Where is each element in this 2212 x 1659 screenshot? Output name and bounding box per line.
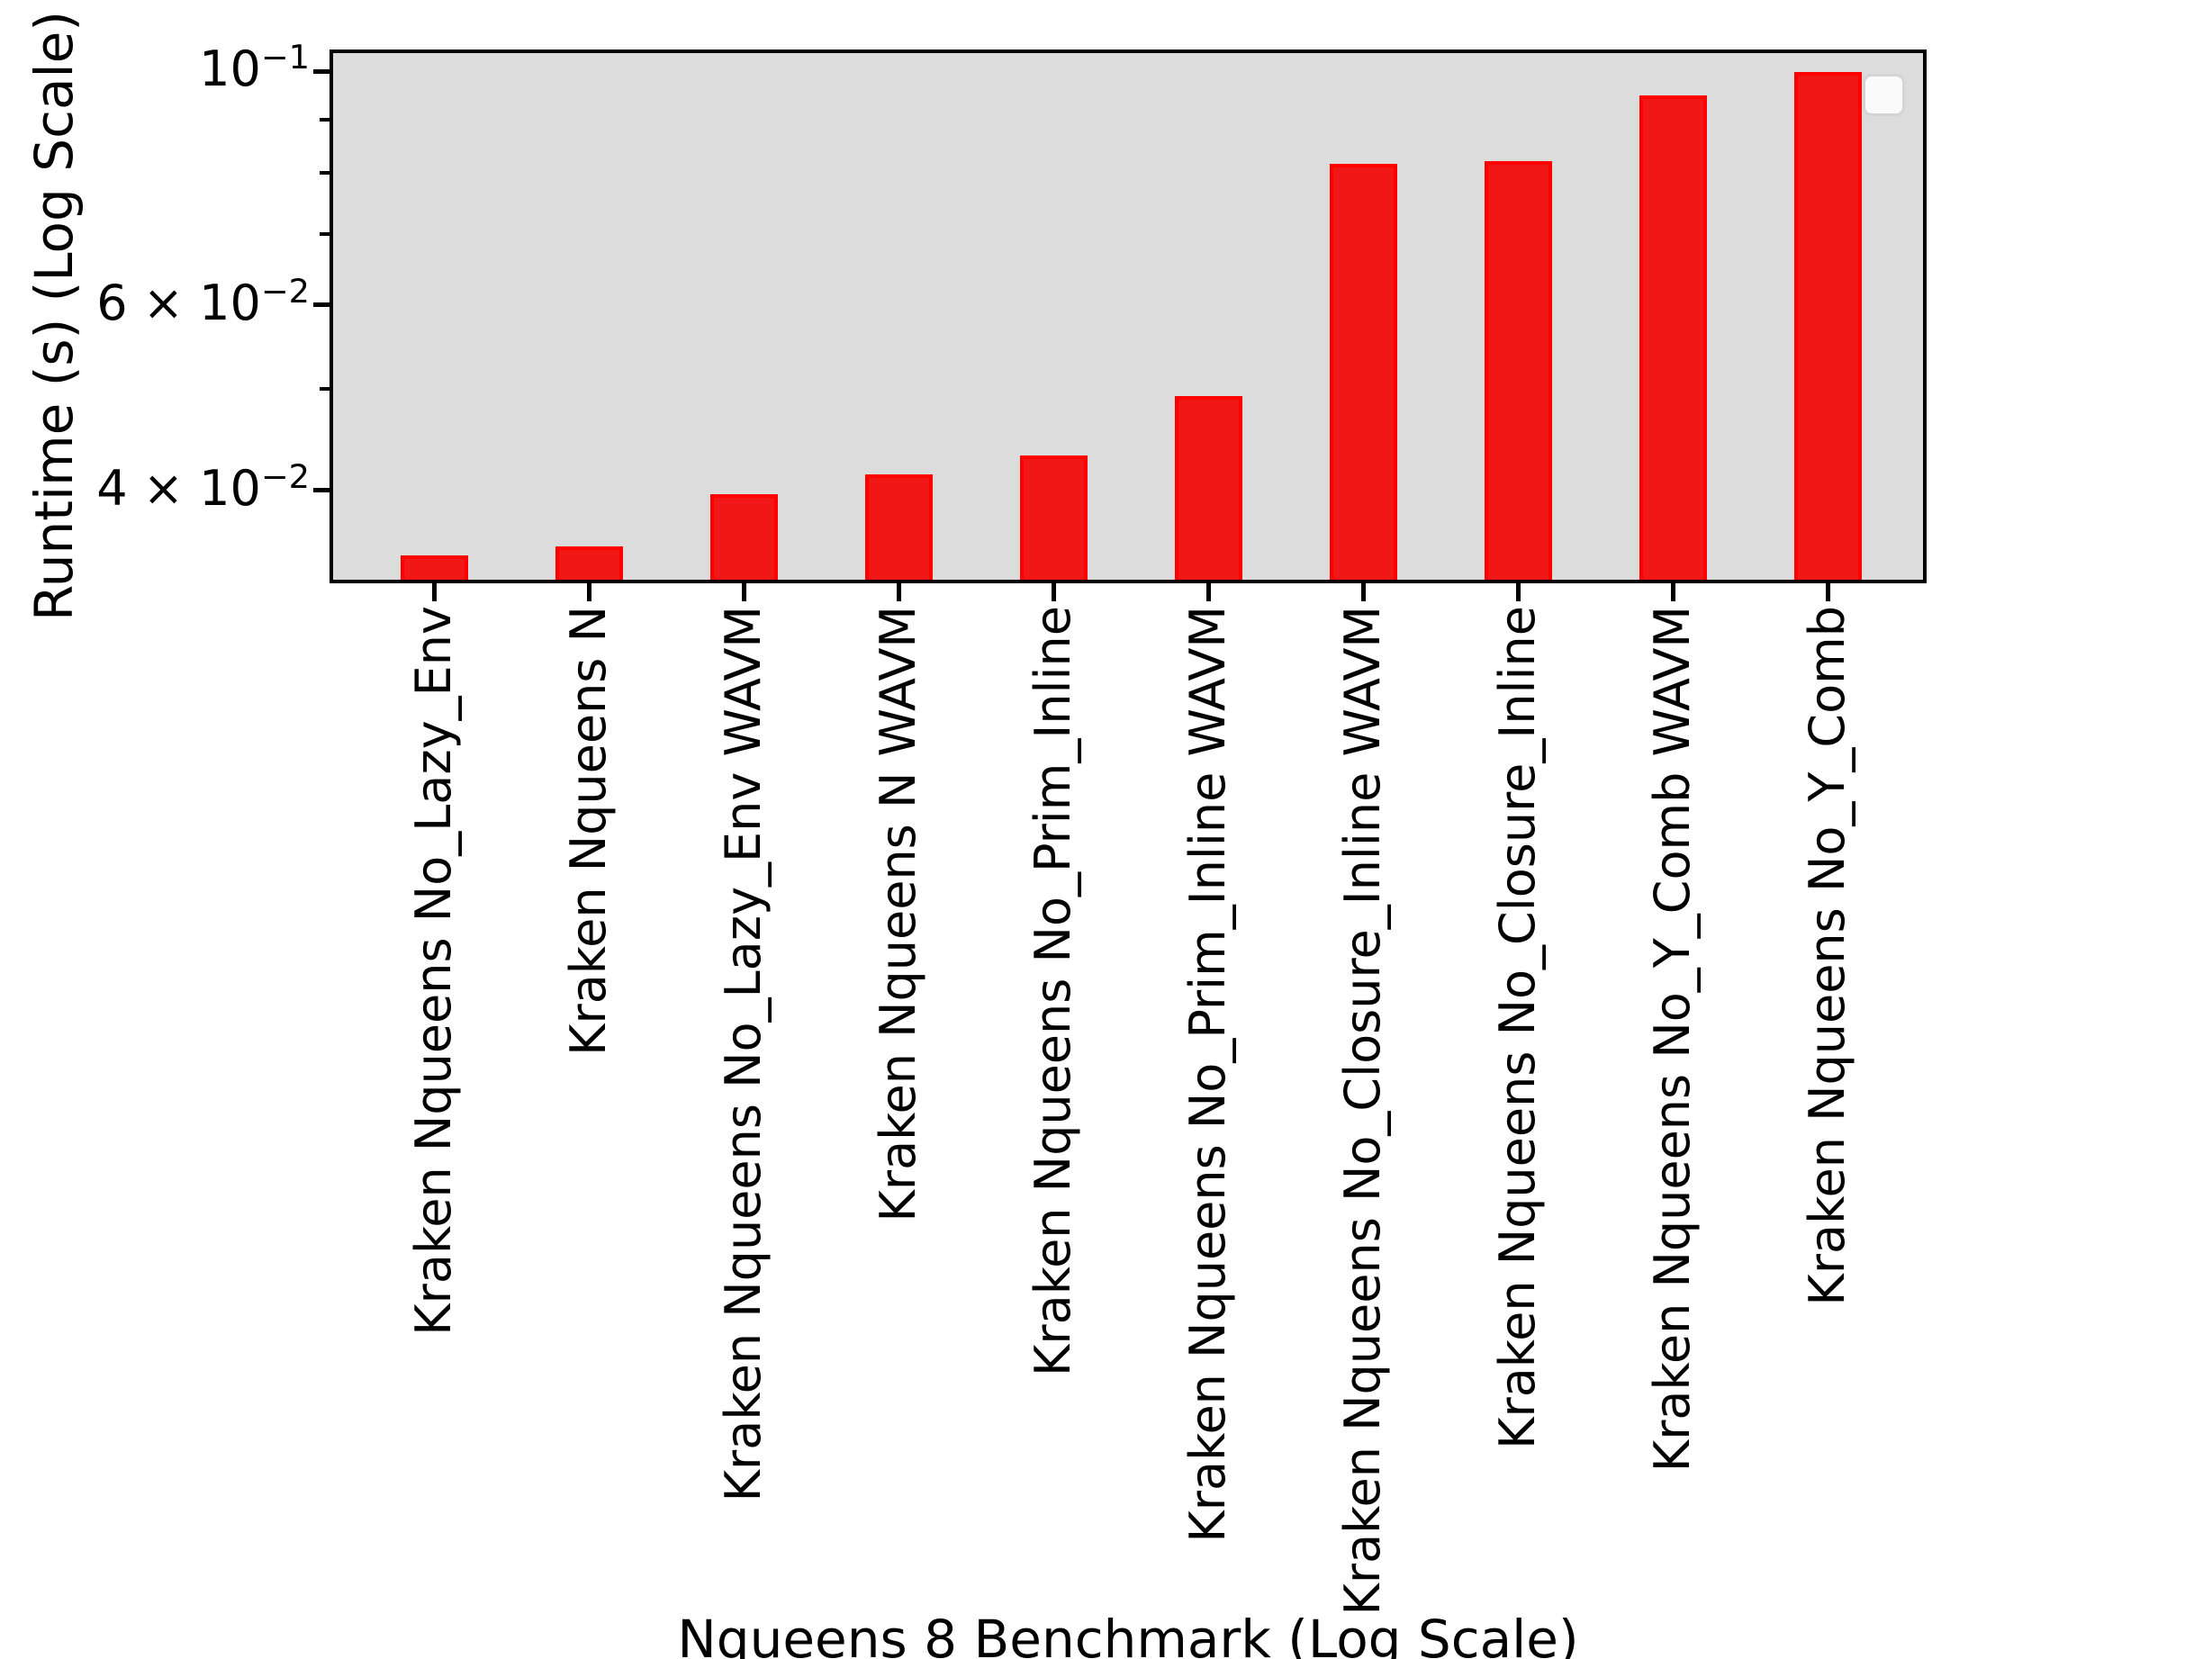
y-tick-mark-minor xyxy=(320,171,331,175)
x-tick-mark xyxy=(432,583,437,601)
y-tick-mark-minor xyxy=(320,118,331,122)
x-tick-label-kraken-nqueens-no-y-comb: Kraken Nqueens No_Y_Comb xyxy=(1799,606,1855,1306)
y-tick-label: 6 × 10−2 xyxy=(96,272,310,331)
x-tick-label-kraken-nqueens-no-lazy-env-wavm: Kraken Nqueens No_Lazy_Env WAVM xyxy=(715,606,772,1502)
y-tick-mark-major xyxy=(313,302,331,307)
x-tick-mark xyxy=(1361,583,1366,601)
x-tick-label-kraken-nqueens-no-closure-inline-wavm: Kraken Nqueens No_Closure_Inline WAVM xyxy=(1334,606,1391,1616)
x-tick-label-kraken-nqueens-no-lazy-env: Kraken Nqueens No_Lazy_Env xyxy=(405,606,462,1336)
y-tick-mark-major xyxy=(313,488,331,492)
x-tick-mark xyxy=(587,583,591,601)
bar-kraken-nqueens-n xyxy=(555,546,623,580)
bar-kraken-nqueens-no-lazy-env xyxy=(401,555,468,580)
bar-kraken-nqueens-n-wavm xyxy=(865,474,933,580)
legend-box[interactable] xyxy=(1863,74,1905,116)
y-tick-label: 4 × 10−2 xyxy=(96,457,310,517)
x-tick-mark xyxy=(742,583,746,601)
plot-area xyxy=(330,50,1927,583)
bar-kraken-nqueens-no-closure-inline xyxy=(1485,161,1552,580)
bar-kraken-nqueens-no-closure-inline-wavm xyxy=(1330,164,1397,580)
x-tick-mark xyxy=(1516,583,1521,601)
bar-kraken-nqueens-no-prim-inline-wavm xyxy=(1175,396,1242,580)
x-tick-label-kraken-nqueens-no-y-comb-wavm: Kraken Nqueens No_Y_Comb WAVM xyxy=(1644,606,1701,1473)
x-tick-label-kraken-nqueens-n-wavm: Kraken Nqueens N WAVM xyxy=(870,606,926,1222)
y-tick-mark-major xyxy=(313,69,331,74)
x-tick-label-kraken-nqueens-no-prim-inline: Kraken Nqueens No_Prim_Inline xyxy=(1025,606,1081,1376)
bar-kraken-nqueens-no-y-comb-wavm xyxy=(1639,95,1707,580)
x-tick-label-kraken-nqueens-no-closure-inline: Kraken Nqueens No_Closure_Inline xyxy=(1489,606,1546,1449)
x-tick-label-kraken-nqueens-n: Kraken Nqueens N xyxy=(560,606,617,1056)
bar-kraken-nqueens-no-lazy-env-wavm xyxy=(710,494,778,580)
x-tick-mark xyxy=(1052,583,1056,601)
y-tick-label: 10−1 xyxy=(199,38,310,97)
y-tick-mark-minor xyxy=(320,387,331,391)
x-tick-mark xyxy=(897,583,901,601)
x-tick-mark xyxy=(1826,583,1830,601)
x-axis-label: Nqueens 8 Benchmark (Log Scale) xyxy=(677,1609,1579,1659)
y-tick-mark-minor xyxy=(320,232,331,236)
bar-kraken-nqueens-no-prim-inline xyxy=(1020,455,1088,580)
x-tick-label-kraken-nqueens-no-prim-inline-wavm: Kraken Nqueens No_Prim_Inline WAVM xyxy=(1179,606,1236,1543)
x-tick-mark xyxy=(1206,583,1211,601)
x-tick-mark xyxy=(1671,583,1675,601)
bar-kraken-nqueens-no-y-comb xyxy=(1794,72,1862,580)
